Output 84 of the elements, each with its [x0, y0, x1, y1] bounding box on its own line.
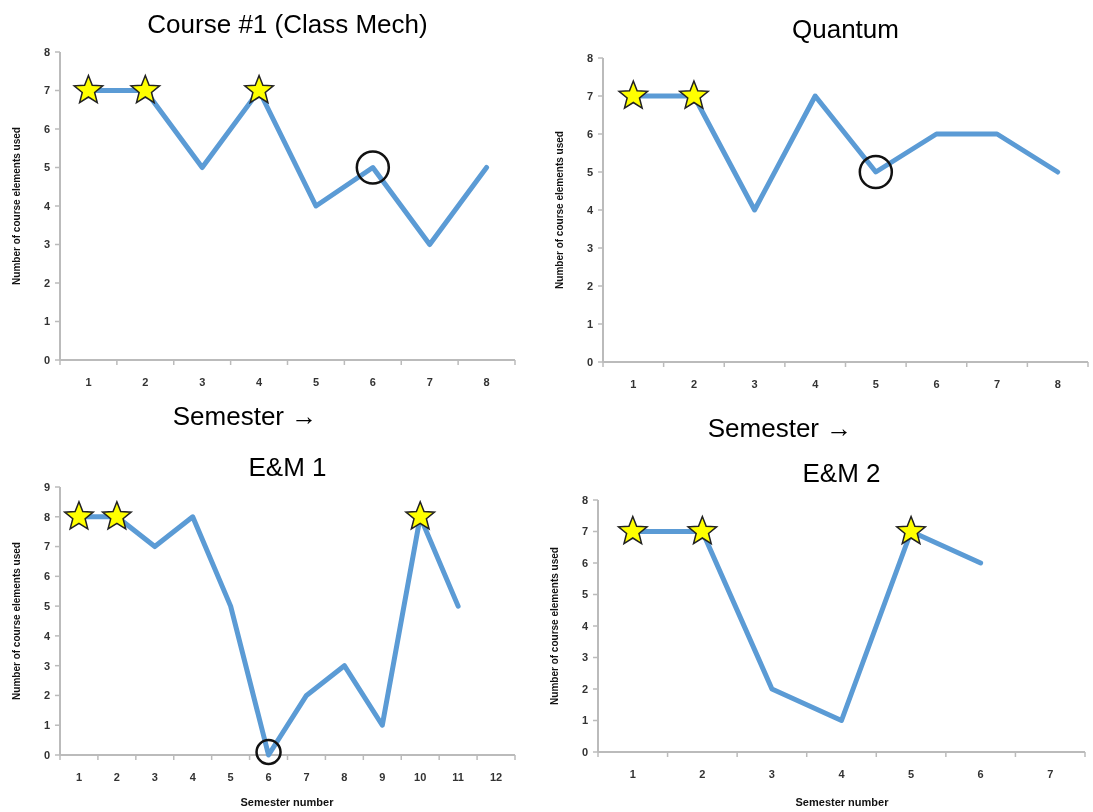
y-tick-label: 7 — [43, 540, 50, 553]
y-tick-label: 6 — [586, 127, 593, 140]
x-tick-label: 3 — [151, 771, 158, 783]
x-tick-label: 2 — [113, 771, 120, 783]
x-tick-label: 5 — [872, 378, 879, 390]
y-tick-label: 9 — [43, 480, 50, 493]
x-tick-label: 7 — [426, 376, 433, 388]
x-tick-label: 8 — [483, 376, 490, 388]
x-tick-label: 3 — [199, 376, 206, 388]
x-tick-label: 5 — [908, 768, 915, 780]
y-tick-label: 6 — [581, 556, 588, 569]
y-tick-label: 4 — [43, 199, 51, 212]
y-tick-label: 2 — [581, 682, 588, 695]
y-tick-label: 8 — [581, 493, 588, 506]
x-tick-label: 4 — [838, 768, 846, 780]
chart-title: E&M 1 — [248, 452, 327, 482]
y-tick-label: 1 — [43, 719, 50, 732]
y-tick-label: 1 — [43, 315, 50, 328]
y-tick-label: 0 — [581, 745, 588, 758]
x-tick-label: 8 — [341, 771, 348, 783]
y-tick-label: 3 — [586, 241, 593, 254]
x-tick-label: 4 — [256, 376, 263, 388]
x-tick-label: 4 — [189, 771, 197, 783]
y-tick-label: 1 — [581, 714, 588, 727]
x-tick-label: 6 — [933, 378, 940, 390]
x-axis-title: Semester number — [795, 796, 890, 808]
y-tick-label: 2 — [43, 689, 50, 702]
y-tick-label: 4 — [43, 629, 51, 642]
y-tick-label: 8 — [586, 51, 593, 64]
y-tick-label: 3 — [43, 238, 50, 251]
x-axis-title: Semester → — [707, 413, 853, 443]
x-tick-label: 2 — [699, 768, 706, 780]
x-tick-label: 6 — [265, 771, 272, 783]
x-tick-label: 6 — [369, 376, 376, 388]
y-tick-label: 4 — [581, 619, 589, 632]
x-tick-label: 3 — [751, 378, 758, 390]
y-tick-label: 4 — [586, 203, 594, 216]
y-tick-label: 6 — [43, 570, 50, 583]
x-tick-label: 1 — [75, 771, 83, 783]
chart-title: Quantum — [792, 14, 899, 44]
y-tick-label: 7 — [586, 89, 593, 102]
y-tick-label: 2 — [43, 276, 50, 289]
y-tick-label: 8 — [43, 510, 50, 523]
x-tick-label: 1 — [85, 376, 92, 388]
y-tick-label: 5 — [586, 165, 593, 178]
y-tick-label: 5 — [43, 161, 50, 174]
x-tick-label: 7 — [1047, 768, 1054, 780]
x-tick-label: 7 — [994, 378, 1001, 390]
x-axis-title: Semester number — [240, 796, 335, 808]
x-tick-label: 11 — [452, 771, 464, 783]
x-tick-label: 2 — [142, 376, 149, 388]
x-tick-label: 8 — [1054, 378, 1061, 390]
y-axis-title: Number of course elements used — [554, 131, 565, 289]
x-tick-label: 1 — [629, 768, 636, 780]
x-tick-label: 12 — [489, 771, 503, 783]
x-tick-label: 9 — [379, 771, 386, 783]
y-tick-label: 0 — [43, 748, 50, 761]
y-tick-label: 0 — [43, 353, 50, 366]
y-tick-label: 7 — [581, 525, 588, 538]
chart-title: Course #1 (Class Mech) — [147, 9, 428, 39]
y-tick-label: 3 — [581, 651, 588, 664]
x-tick-label: 1 — [630, 378, 637, 390]
y-axis-title: Number of course elements used — [11, 127, 22, 285]
x-tick-label: 10 — [414, 771, 427, 783]
y-axis-title: Number of course elements used — [549, 547, 560, 705]
y-tick-label: 7 — [43, 84, 50, 97]
y-tick-label: 5 — [581, 588, 588, 601]
x-axis-title: Semester → — [172, 401, 318, 431]
x-tick-label: 3 — [768, 768, 775, 780]
y-tick-label: 8 — [43, 45, 50, 58]
x-tick-label: 2 — [690, 378, 697, 390]
chart-title: E&M 2 — [802, 458, 881, 488]
y-tick-label: 3 — [43, 659, 50, 672]
y-tick-label: 1 — [586, 317, 593, 330]
x-tick-label: 5 — [312, 376, 319, 388]
x-tick-label: 5 — [227, 771, 234, 783]
y-axis-title: Number of course elements used — [11, 542, 22, 700]
y-tick-label: 5 — [43, 599, 50, 612]
x-tick-label: 6 — [977, 768, 984, 780]
x-tick-label: 4 — [812, 378, 820, 390]
y-tick-label: 2 — [586, 279, 593, 292]
y-tick-label: 6 — [43, 122, 50, 135]
y-tick-label: 0 — [586, 355, 593, 368]
x-tick-label: 7 — [303, 771, 310, 783]
